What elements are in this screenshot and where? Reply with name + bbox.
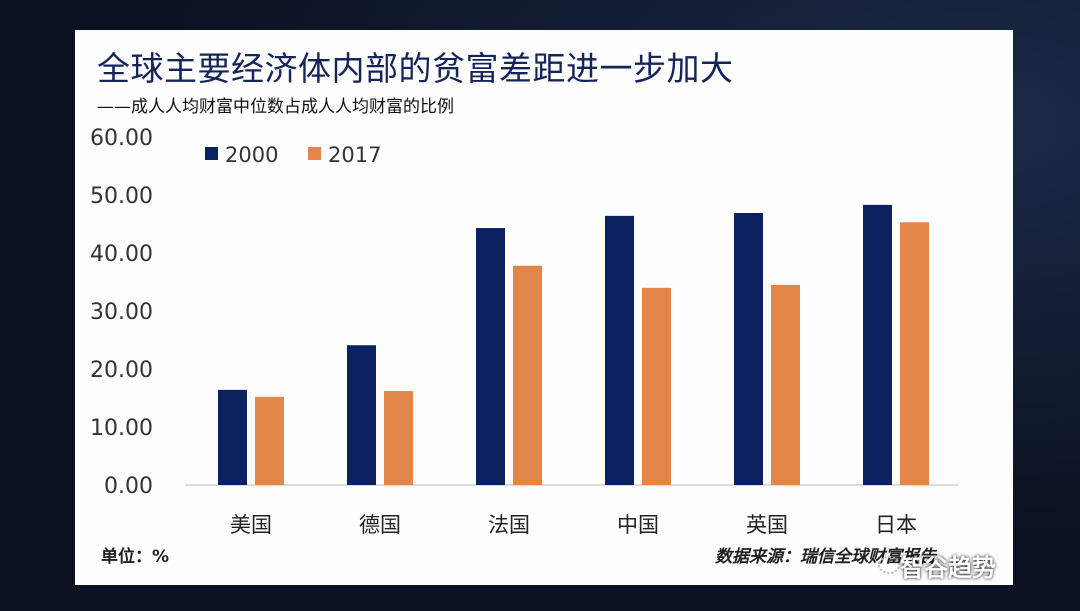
chart-title: 全球主要经济体内部的贫富差距进一步加大 bbox=[97, 49, 734, 88]
bar-2017-1 bbox=[384, 391, 413, 485]
y-tick-label: 0.00 bbox=[104, 474, 153, 499]
bar-2000-0 bbox=[218, 389, 247, 485]
bar-2017-3 bbox=[642, 287, 671, 485]
wechat-icon bbox=[878, 556, 900, 574]
x-tick-label: 日本 bbox=[875, 513, 917, 537]
x-tick-label: 德国 bbox=[359, 513, 401, 537]
y-tick-label: 20.00 bbox=[90, 358, 153, 383]
legend-label-2000: 2000 bbox=[225, 143, 278, 167]
y-tick-label: 60.00 bbox=[90, 126, 153, 151]
y-tick-label: 50.00 bbox=[90, 184, 153, 209]
bar-2017-2 bbox=[513, 265, 542, 485]
bar-chart: 0.00 10.00 20.00 30.00 40.00 50.00 60.00 美国 德国 法国… bbox=[90, 126, 958, 537]
y-tick-label: 40.00 bbox=[90, 242, 153, 267]
x-tick-label: 中国 bbox=[617, 513, 659, 537]
watermark: 智谷趋势 bbox=[900, 554, 996, 582]
unit-label: 单位：% bbox=[101, 547, 170, 567]
legend-swatch-2017 bbox=[308, 147, 321, 160]
legend-swatch-2000 bbox=[205, 147, 218, 160]
bar-2000-4 bbox=[734, 212, 763, 486]
bar-2000-3 bbox=[605, 215, 634, 485]
y-tick-label: 10.00 bbox=[90, 416, 153, 441]
chart-subtitle: ——成人人均财富中位数占成人人均财富的比例 bbox=[97, 97, 454, 117]
bar-2000-2 bbox=[476, 228, 505, 485]
bar-2000-5 bbox=[863, 204, 892, 486]
chart-panel: 全球主要经济体内部的贫富差距进一步加大 ——成人人均财富中位数占成人人均财富的比… bbox=[75, 30, 1013, 585]
x-tick-label: 法国 bbox=[488, 513, 530, 537]
bar-2017-4 bbox=[771, 284, 800, 485]
y-tick-label: 30.00 bbox=[90, 300, 153, 325]
bar-2017-5 bbox=[900, 222, 929, 485]
legend-label-2017: 2017 bbox=[328, 143, 381, 167]
bar-2000-1 bbox=[347, 345, 376, 485]
x-tick-label: 英国 bbox=[746, 513, 788, 537]
bar-2017-0 bbox=[255, 396, 284, 485]
x-tick-label: 美国 bbox=[230, 513, 272, 537]
